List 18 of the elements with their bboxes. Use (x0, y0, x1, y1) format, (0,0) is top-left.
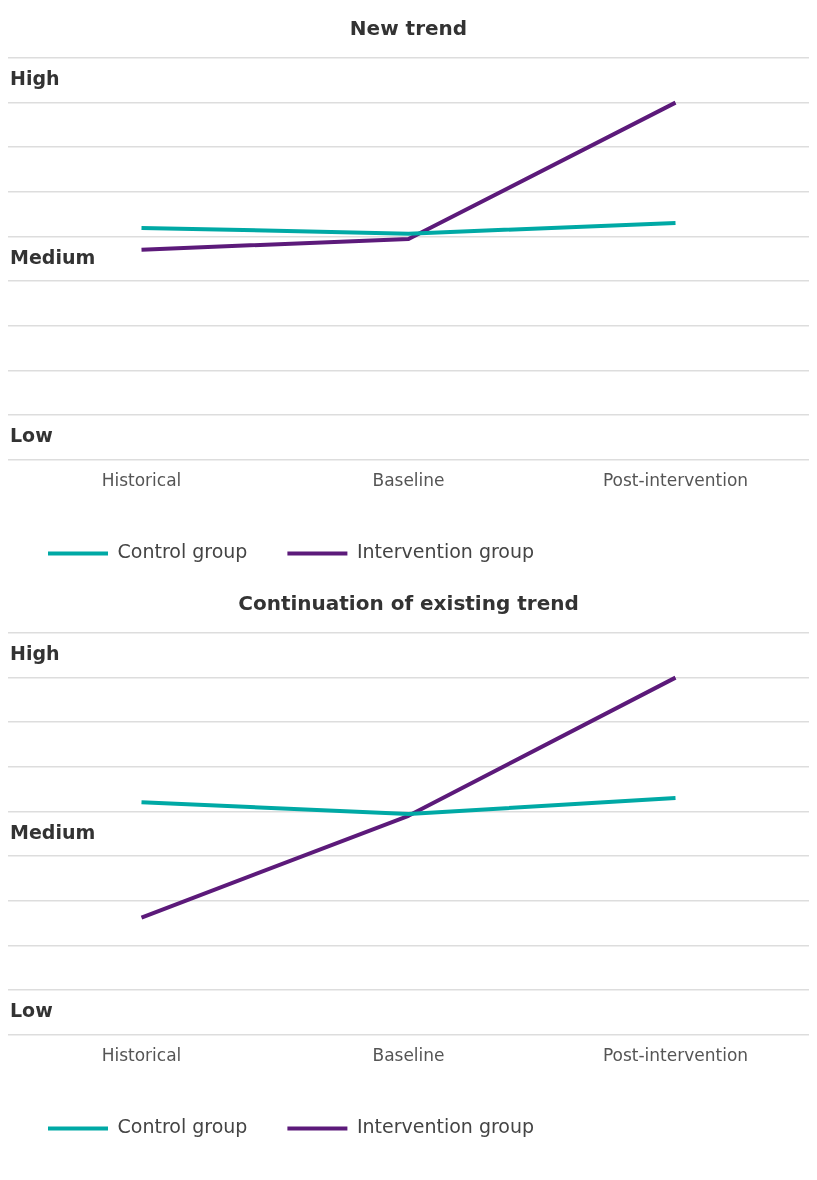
annotation: Medium (10, 245, 96, 268)
annotation: Medium (10, 820, 96, 843)
text: High (10, 642, 60, 665)
x-tick-label: Baseline (372, 470, 445, 491)
chart-title: Continuation of existing trend (238, 591, 579, 616)
x-tick-label: Post-intervention (602, 470, 749, 491)
x-tick-label: Historical (101, 1045, 182, 1066)
x-tick-label: Post-intervention (602, 1045, 749, 1066)
x-tick-label: Historical (101, 470, 182, 491)
annotation: Low (10, 424, 53, 447)
legend-label: Control group (117, 1115, 248, 1138)
annotation: Low (10, 999, 53, 1022)
chart-title: New trend (349, 16, 468, 41)
legend-label: Intervention group (356, 540, 535, 563)
text: High (10, 67, 60, 90)
legend-label: Intervention group (356, 1115, 535, 1138)
legend-label: Control group (117, 540, 248, 563)
x-tick-label: Baseline (372, 1045, 445, 1066)
